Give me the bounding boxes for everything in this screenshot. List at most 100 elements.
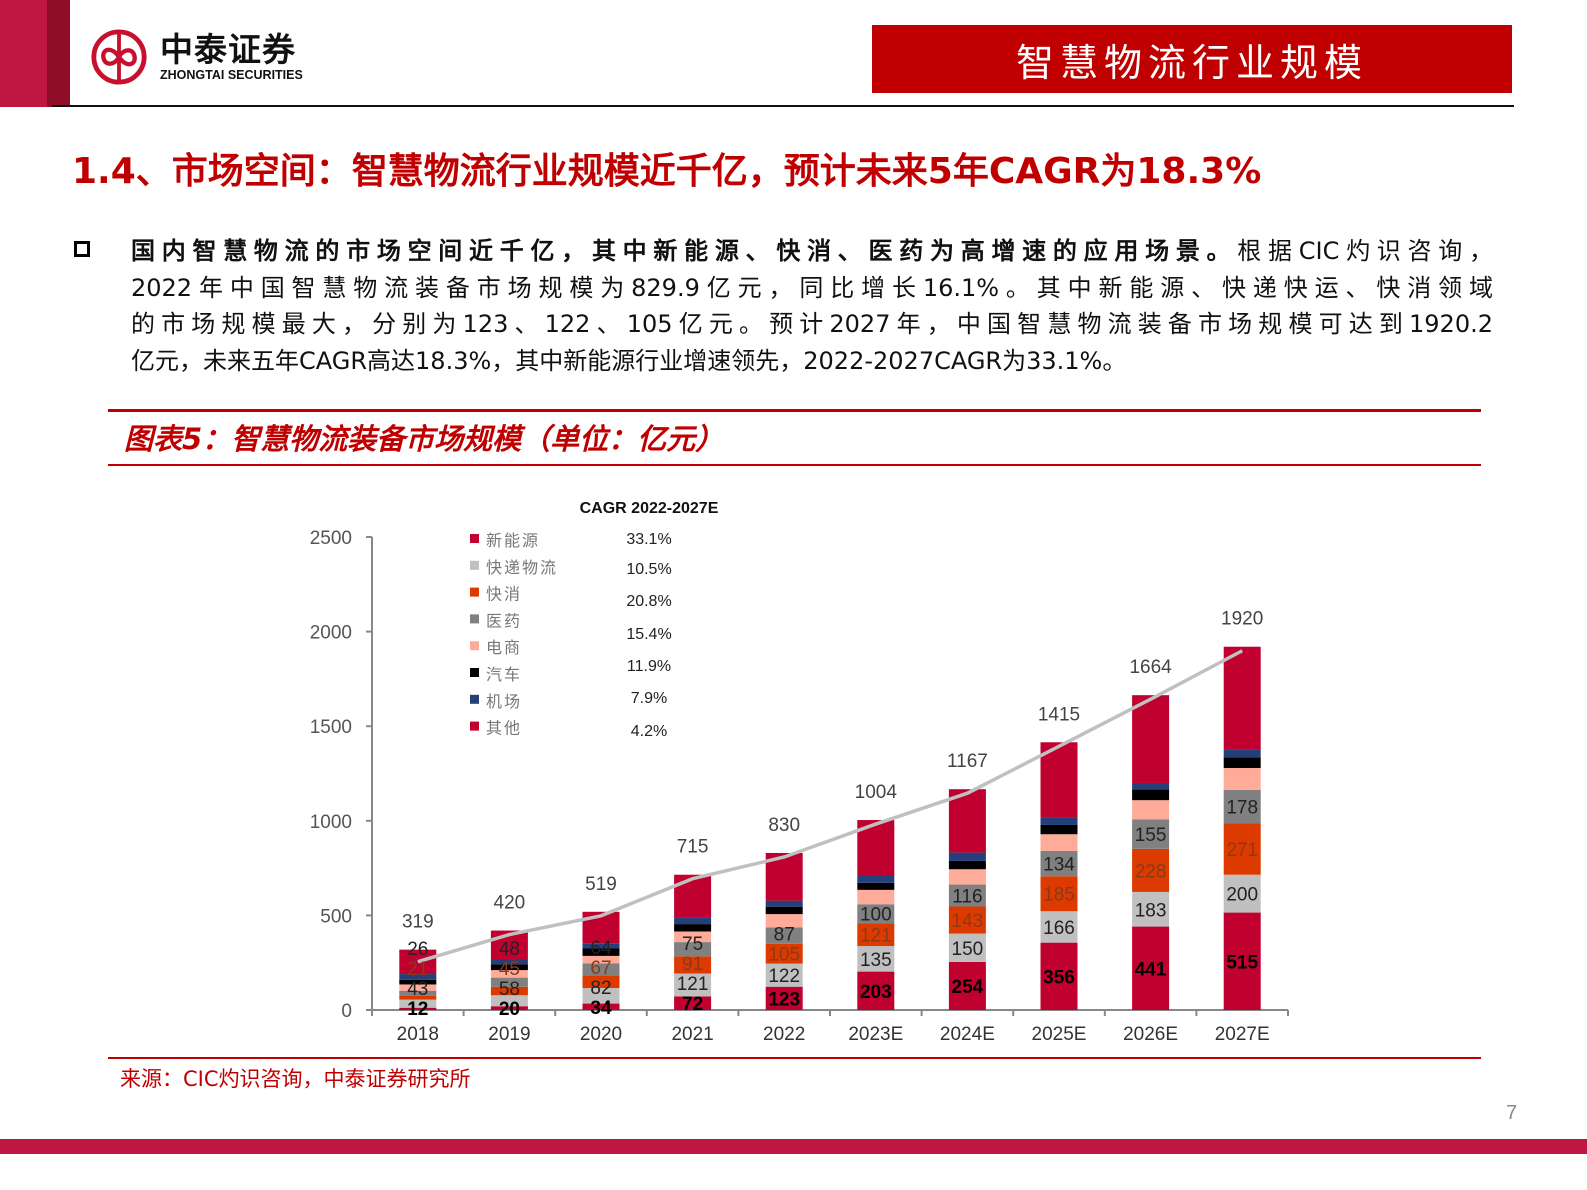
data-label: 183 <box>1135 900 1167 921</box>
bar-segment-快消 <box>948 906 986 934</box>
x-tick-label: 2018 <box>397 1024 439 1045</box>
logo-mark-icon <box>91 29 147 85</box>
legend-swatch <box>470 614 479 624</box>
data-label: 26 <box>407 939 428 960</box>
bar-segment-新能源 <box>1040 942 1078 1010</box>
bar-segment-电商 <box>1040 834 1078 851</box>
bar-segment-汽车 <box>490 964 528 971</box>
data-label: 64 <box>590 938 612 959</box>
slide-title: 1.4、市场空间：智慧物流行业规模近千亿，预计未来5年CAGR为18.3% <box>72 151 1262 192</box>
bar-segment-机场 <box>674 917 712 925</box>
data-label: 134 <box>1043 855 1075 876</box>
legend-cagr-value: 20.8% <box>626 593 671 610</box>
bar-segment-快消 <box>857 923 895 947</box>
total-label: 715 <box>677 837 709 858</box>
data-label: 150 <box>952 939 984 960</box>
total-label: 1920 <box>1221 609 1263 630</box>
x-tick-label: 2024E <box>940 1024 995 1045</box>
bar-segment-汽车 <box>1223 757 1261 769</box>
bar-segment-机场 <box>948 852 986 861</box>
bar-segment-快消 <box>490 986 528 996</box>
legend-cagr-value: 4.2% <box>631 723 667 740</box>
data-label: 203 <box>860 982 892 1003</box>
bar-segment-快递物流 <box>1132 891 1170 927</box>
data-label: 121 <box>677 974 709 995</box>
bar-segment-医药 <box>490 977 528 987</box>
bar-segment-机场 <box>1223 749 1261 758</box>
bullet-square-icon <box>74 241 90 257</box>
bar-segment-机场 <box>765 900 803 907</box>
bar-segment-快消 <box>765 943 803 964</box>
data-label: 67 <box>590 958 611 979</box>
bar-segment-医药 <box>399 990 437 996</box>
bar-segment-医药 <box>1223 789 1261 824</box>
data-label: 441 <box>1135 959 1167 980</box>
bar-segment-汽车 <box>1132 789 1170 801</box>
x-tick-label: 2021 <box>671 1024 713 1045</box>
data-label: 356 <box>1043 967 1075 988</box>
data-label: 72 <box>682 994 703 1015</box>
legend-swatch <box>470 560 479 570</box>
x-tick-label: 2019 <box>488 1024 530 1045</box>
x-tick-label: 2023E <box>848 1024 903 1045</box>
x-tick-label: 2020 <box>580 1024 622 1045</box>
total-label: 420 <box>494 893 526 914</box>
total-trend-line <box>417 649 1244 964</box>
data-label: 515 <box>1226 952 1258 973</box>
logo-english-name: ZHONGTAI SECURITIES <box>160 68 303 82</box>
data-label: 200 <box>1226 885 1258 906</box>
paragraph-line: 亿元，未来五年CAGR高达18.3%，其中新能源行业增速领先，2022-2027… <box>131 346 1127 375</box>
bar-segment-电商 <box>399 984 437 991</box>
paragraph-line: 国内智慧物流的市场空间近千亿，其中新能源、快消、医药为高增速的应用场景。根据CI… <box>131 233 1493 270</box>
data-label: 34 <box>590 998 612 1019</box>
data-label: 116 <box>952 887 982 908</box>
data-label: 20 <box>499 999 520 1020</box>
data-label: 43 <box>407 979 428 1000</box>
bar-segment-汽车 <box>765 906 803 915</box>
legend-cagr-value: 10.5% <box>626 561 671 578</box>
legend-label: 其他 <box>486 719 522 738</box>
data-label: 135 <box>860 950 892 971</box>
bar-segment-快消 <box>399 995 437 1000</box>
bar-segment-医药 <box>765 927 803 944</box>
legend-cagr-value: 7.9% <box>631 690 667 707</box>
data-label: 185 <box>1043 885 1075 906</box>
data-label: 178 <box>1226 798 1258 819</box>
legend-label: 机场 <box>486 692 522 711</box>
legend-cagr-value: 11.9% <box>627 658 671 675</box>
legend-title: CAGR 2022-2027E <box>580 500 719 517</box>
bar-segment-快消 <box>1132 848 1170 892</box>
bar-segment-快递物流 <box>674 973 712 997</box>
bar-segment-机场 <box>582 943 620 949</box>
legend-label: 快消 <box>486 585 522 604</box>
bar-segment-电商 <box>765 914 803 928</box>
bar-segment-机场 <box>1132 782 1170 790</box>
data-label: 166 <box>1043 918 1075 939</box>
bar-segment-机场 <box>490 959 528 965</box>
data-label: 45 <box>499 959 520 980</box>
bar-segment-电商 <box>948 869 986 885</box>
paragraph-line: 2022年中国智慧物流装备市场规模为829.9亿元，同比增长16.1%。其中新能… <box>131 273 1493 302</box>
data-label: 123 <box>768 989 800 1010</box>
company-logo: 中泰证券 ZHONGTAI SECURITIES <box>90 28 303 86</box>
data-label: 75 <box>682 934 703 955</box>
page-number: 7 <box>1506 1102 1518 1124</box>
bar-segment-汽车 <box>674 924 712 932</box>
bar-segment-新能源 <box>582 1003 620 1010</box>
header-divider <box>52 105 1514 107</box>
legend-label: 医药 <box>486 611 522 630</box>
bar-segment-其他 <box>1223 646 1261 750</box>
data-label: 12 <box>407 999 428 1020</box>
legend-cagr-value: 15.4% <box>626 626 671 643</box>
total-label: 830 <box>768 815 800 836</box>
data-label: 21 <box>407 959 428 980</box>
left-accent-bar-dark <box>47 0 70 107</box>
y-tick-label: 2500 <box>310 528 352 549</box>
bar-segment-新能源 <box>674 996 712 1010</box>
bar-segment-快递物流 <box>948 933 986 962</box>
bar-segment-汽车 <box>399 979 437 985</box>
bar-segment-汽车 <box>948 860 986 870</box>
bar-segment-电商 <box>582 955 620 964</box>
x-tick-label: 2025E <box>1032 1024 1087 1045</box>
